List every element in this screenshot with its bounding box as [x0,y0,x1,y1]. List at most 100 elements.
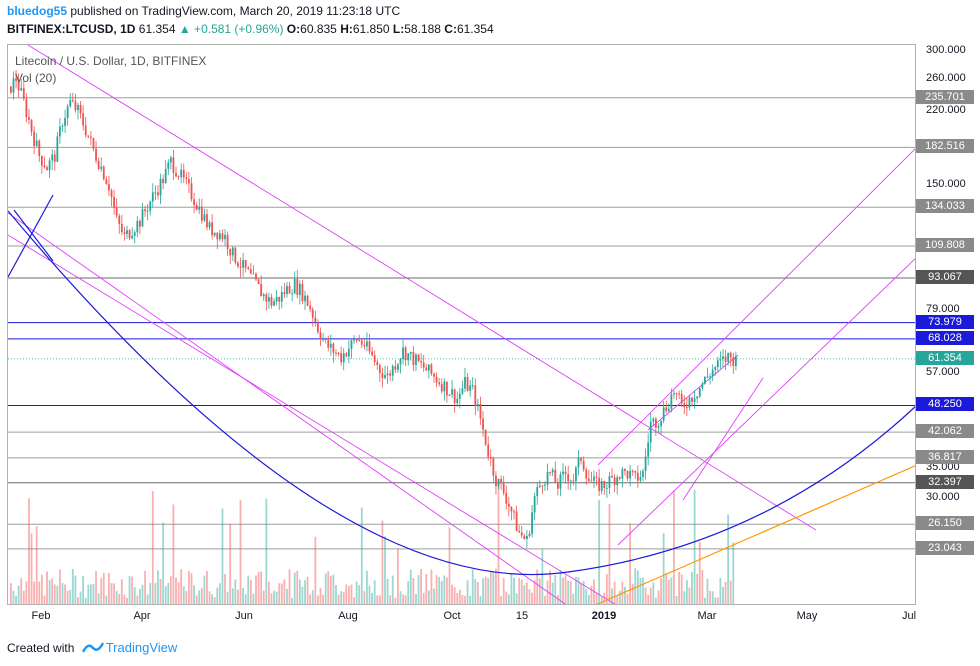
candle-body [482,418,484,430]
cross-line-2 [13,209,54,262]
volume-bar [704,597,706,604]
time-tick-8: May [796,610,818,622]
volume-bar [412,578,415,604]
volume-bar [536,569,539,604]
volume-bar [71,568,74,604]
volume-bar [580,582,582,604]
candle-body [38,140,41,157]
candle-body [564,471,567,475]
candle-body [268,297,270,302]
volume-bar [420,568,423,604]
candle-body [655,418,657,428]
candle-body [644,456,647,472]
candle-body [332,343,335,353]
candle-body [559,474,562,489]
candle-body [706,376,709,378]
volume-bar [100,578,103,604]
volume-bar [249,579,252,604]
candle-body [51,154,54,161]
time-axis[interactable]: Feb Apr Jun Aug Oct 15 2019 Mar May Jul [7,605,917,627]
candle-body [59,126,61,137]
candle-body [48,160,51,171]
volume-bar [430,569,433,604]
volume-bar [446,577,448,604]
volume-bar [216,587,219,604]
candle-body [180,169,183,178]
candle-body [544,484,546,486]
candle-body [301,283,304,302]
volume-bar [131,576,134,604]
tradingview-brand[interactable]: TradingView [105,640,178,655]
time-tick-4: Oct [443,610,461,622]
candle-body [20,88,23,91]
volume-bar [15,595,17,604]
candle-body [435,376,438,383]
volume-bar [451,584,453,604]
candle-body [218,233,221,240]
candle-body [507,503,510,507]
trend-line-orange [596,465,915,604]
volume-bar [505,591,508,604]
candle-body [575,467,577,482]
volume-bar [360,507,363,604]
volume-bar [314,536,317,604]
volume-bar [502,578,505,604]
candle-body [536,487,539,497]
volume-bar [443,575,446,604]
candle-body [667,408,670,412]
volume-bar [20,578,23,604]
volume-bar [541,548,544,604]
volume-bar [727,514,730,604]
volume-bar [89,584,92,604]
candle-body [598,477,601,492]
candle-body [513,511,515,513]
volume-bar [203,575,206,604]
volume-bar [464,595,466,604]
candle-body [665,407,668,412]
candle-body [489,456,492,459]
volume-bar [642,577,644,604]
volume-bar [476,582,479,604]
candle-body [257,279,260,284]
author-link[interactable]: bluedog55 [7,4,68,18]
volume-bar [268,581,270,604]
candle-body [231,247,234,256]
volume-bar [381,520,384,604]
candle-body [430,364,433,374]
candle-body [639,477,642,481]
volume-bar [237,589,239,604]
price-axis[interactable]: 300.000 260.000 220.000 150.000 109.808 79.00… [916,44,976,605]
candle-body [95,148,97,161]
candle-body [100,166,103,169]
price-tick-5: 79.000 [926,302,960,315]
candle-body [698,388,701,397]
candle-body [523,535,526,539]
price-tick-0: 300.000 [926,44,966,56]
volume-bar [84,597,87,604]
chart-area[interactable] [7,44,916,605]
volume-bar [120,579,123,604]
created-with-text: Created with [7,641,75,655]
volume-bar [366,570,368,604]
candle-body [169,157,172,163]
level-label-11: 32.397 [916,474,974,489]
volume-bar [252,593,255,604]
candle-body [551,469,554,473]
candle-body [469,385,472,391]
chart-canvas[interactable] [8,45,916,605]
candle-body [306,295,309,306]
candle-body [298,283,301,296]
volume-bar [193,585,195,604]
candle-body [175,172,177,177]
volume-bar [213,597,216,604]
volume-bar [306,576,309,604]
candle-body [110,190,113,198]
candle-body [141,209,144,227]
candle-body [479,403,482,419]
candle-body [288,285,291,294]
volume-bar [149,583,152,604]
candle-body [177,176,180,178]
candle-body [360,340,363,345]
candle-body [701,383,704,389]
candle-body [136,220,139,233]
